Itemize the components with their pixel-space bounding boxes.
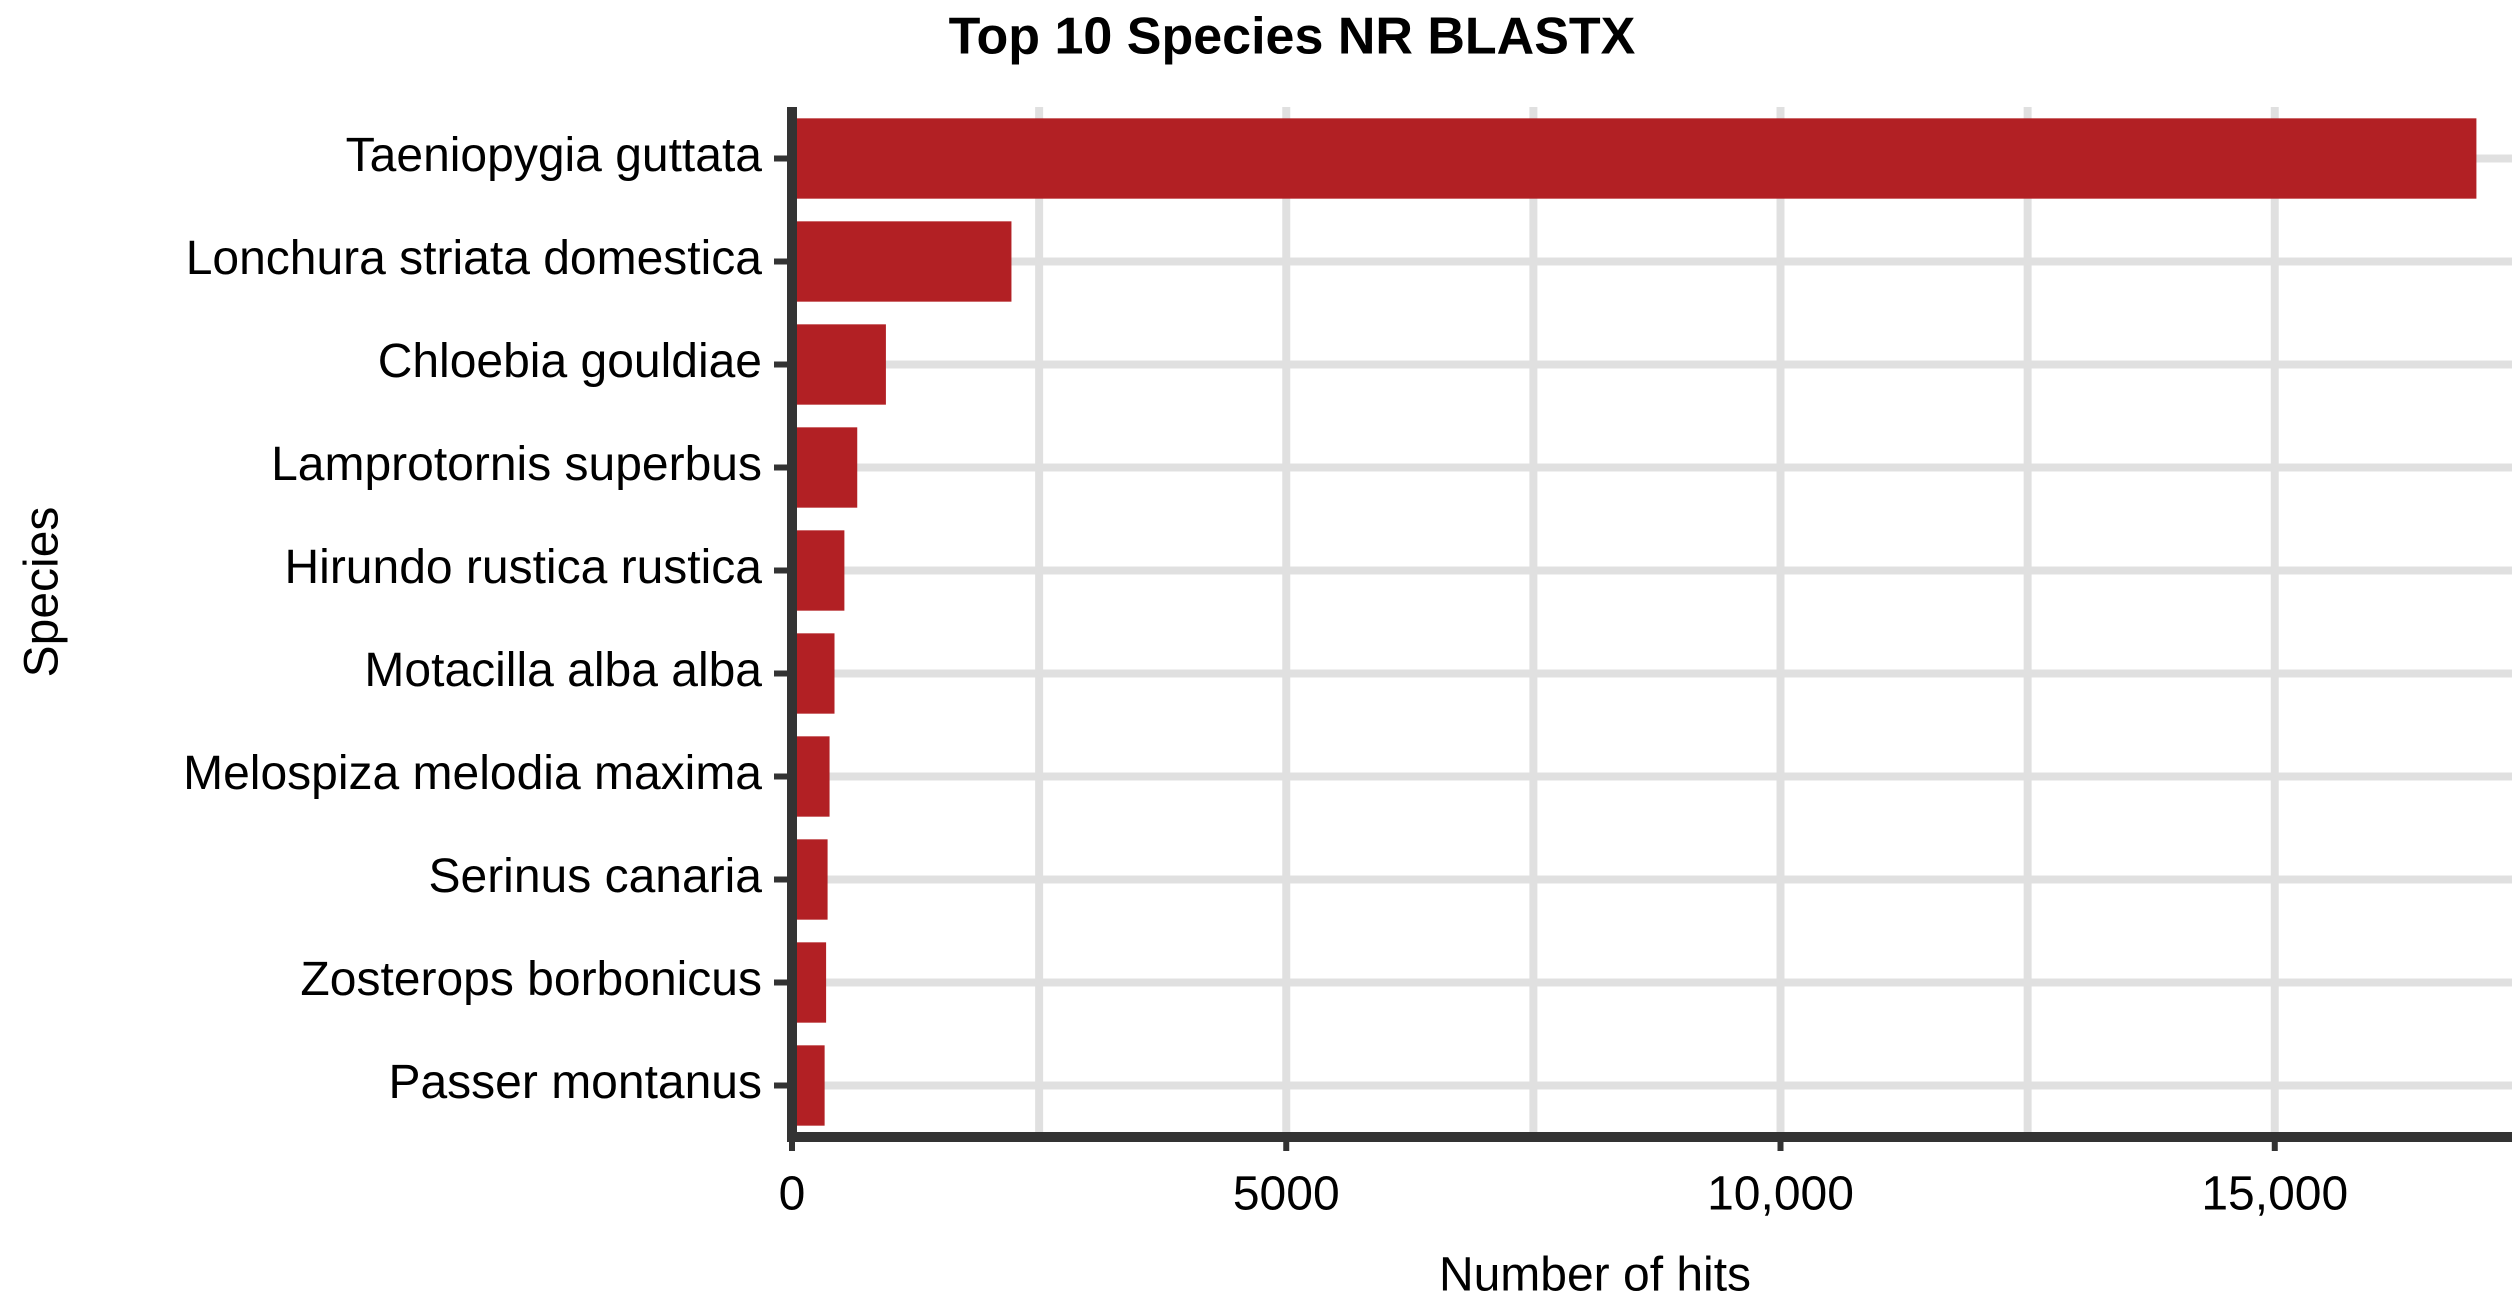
bar: [792, 839, 828, 920]
x-tick-label: 5000: [1233, 1168, 1340, 1221]
y-tick-label: Motacilla alba alba: [364, 644, 762, 697]
bar: [792, 324, 886, 405]
bar: [792, 221, 1012, 302]
x-axis-label: Number of hits: [1439, 1249, 1751, 1302]
bar: [792, 118, 2477, 199]
y-tick-label: Passer montanus: [388, 1056, 762, 1109]
y-tick-label: Hirundo rustica rustica: [284, 541, 762, 594]
x-tick-label: 10,000: [1707, 1168, 1854, 1221]
y-axis-label: Species: [16, 507, 69, 678]
y-tick-label: Chloebia gouldiae: [378, 335, 762, 388]
bar: [792, 530, 845, 611]
bar: [792, 427, 858, 508]
y-tick-label: Zosterops borbonicus: [300, 953, 762, 1006]
bar: [792, 736, 830, 817]
y-tick-label: Melospiza melodia maxima: [183, 747, 762, 800]
y-tick-label: Taeniopygia guttata: [346, 129, 763, 182]
x-tick-label: 0: [779, 1168, 806, 1221]
y-tick-label: Lonchura striata domestica: [186, 232, 763, 285]
y-tick-label: Serinus canaria: [428, 850, 762, 903]
bar: [792, 1045, 825, 1126]
y-tick-label: Lamprotornis superbus: [271, 438, 762, 491]
bar: [792, 942, 827, 1023]
chart-title: Top 10 Species NR BLASTX: [949, 8, 1636, 66]
x-tick-label: 15,000: [2201, 1168, 2348, 1221]
bar: [792, 633, 835, 714]
